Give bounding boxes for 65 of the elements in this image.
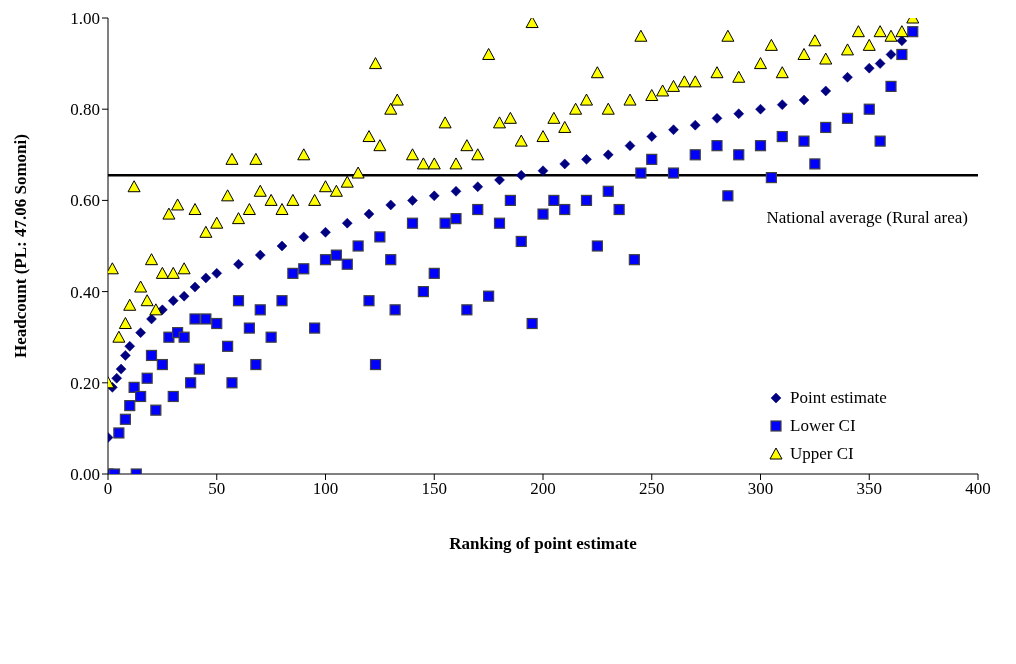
x-tick-label: 0	[103, 479, 113, 499]
point	[874, 58, 886, 69]
point	[885, 49, 897, 60]
point	[233, 258, 244, 270]
point	[668, 124, 679, 135]
point	[842, 72, 853, 83]
x-tick-label: 400	[965, 479, 991, 499]
legend-label: Upper CI	[790, 444, 854, 464]
point	[385, 199, 396, 211]
point	[111, 372, 122, 384]
x-tick-label: 150	[421, 479, 447, 499]
point	[135, 327, 146, 338]
y-tick-label: 0.80	[70, 100, 100, 120]
point	[363, 208, 375, 220]
point	[178, 290, 190, 302]
point	[777, 99, 788, 110]
x-tick-label: 300	[747, 479, 774, 499]
point	[124, 341, 135, 352]
point	[559, 158, 570, 170]
point	[342, 217, 353, 229]
point	[298, 231, 309, 243]
point	[755, 103, 766, 115]
point	[211, 268, 222, 279]
x-axis-title: Ranking of point estimate	[449, 534, 638, 553]
point	[581, 154, 592, 165]
point	[146, 313, 157, 325]
point	[276, 240, 288, 252]
ref-line-label: National average (Rural area)	[766, 208, 968, 228]
y-tick-label: 0.60	[70, 191, 100, 211]
y-tick-label: 1.00	[70, 9, 100, 29]
point	[603, 149, 614, 161]
x-tick-label: 200	[530, 479, 556, 499]
point	[516, 170, 527, 181]
point	[896, 35, 908, 47]
x-tick-label: 50	[208, 479, 226, 499]
point	[798, 94, 810, 106]
legend-label: Lower CI	[790, 416, 856, 436]
point	[429, 190, 440, 202]
x-tick-label: 350	[856, 479, 882, 499]
y-tick-label: 0.40	[70, 282, 100, 302]
point	[168, 295, 179, 306]
point	[115, 363, 127, 375]
point	[255, 249, 266, 261]
point	[864, 62, 875, 74]
y-tick-label: 0.20	[70, 373, 100, 393]
point	[690, 119, 701, 131]
point	[450, 186, 462, 197]
point	[189, 281, 201, 293]
x-tick-label: 250	[639, 479, 665, 499]
point	[646, 131, 657, 142]
point	[820, 85, 831, 97]
legend-label: Point estimate	[790, 388, 887, 408]
x-tick-label: 100	[312, 479, 339, 499]
point	[733, 108, 744, 120]
point	[320, 227, 331, 238]
point	[494, 174, 505, 186]
point	[120, 350, 131, 361]
point	[407, 195, 418, 206]
point	[537, 165, 549, 177]
y-tick-label: 0.00	[70, 465, 100, 485]
point	[711, 113, 723, 124]
point	[200, 272, 212, 284]
point	[472, 181, 483, 192]
y-axis-title: Headcount (PL: 47.06 Somoni)	[11, 134, 31, 358]
point	[624, 140, 636, 151]
